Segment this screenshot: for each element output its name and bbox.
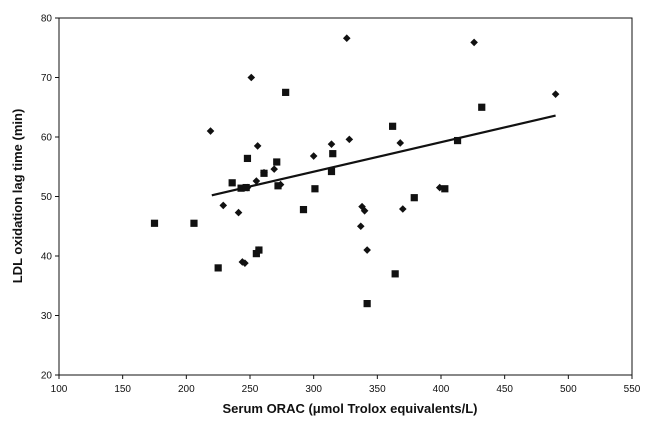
data-point-square: [389, 122, 397, 130]
data-point-diamond: [309, 152, 318, 160]
x-axis-title: Serum ORAC (μmol Trolox equivalents/L): [223, 401, 478, 416]
data-point-diamond: [253, 142, 262, 150]
data-point-diamond: [270, 165, 278, 173]
data-point-square: [311, 185, 319, 193]
data-point-square: [228, 179, 236, 187]
data-point-square: [299, 205, 308, 214]
y-tick-label: 40: [41, 252, 53, 263]
data-point-diamond: [327, 140, 336, 148]
y-tick-label: 20: [41, 371, 53, 382]
data-point-diamond: [234, 208, 243, 217]
data-point-square: [190, 219, 198, 227]
data-point-diamond: [551, 90, 560, 98]
data-point-diamond: [360, 206, 369, 215]
data-point-diamond: [342, 34, 351, 43]
x-tick-label: 150: [114, 384, 131, 395]
data-point-diamond: [219, 201, 228, 210]
data-point-square: [150, 219, 159, 227]
trendline: [211, 114, 556, 197]
trendline-layer: [211, 114, 556, 197]
data-point-square: [273, 158, 281, 166]
data-point-square: [453, 136, 462, 145]
data-point-diamond: [345, 135, 354, 144]
data-point-diamond: [241, 259, 249, 267]
data-point-square: [327, 167, 336, 176]
data-point-square: [410, 194, 418, 202]
data-point-square: [329, 150, 337, 158]
data-point-square: [363, 300, 371, 308]
y-axis-title: LDL oxidation lag time (min): [10, 109, 25, 284]
data-point-square: [242, 183, 250, 192]
x-tick-label: 200: [178, 384, 195, 395]
data-point-diamond: [363, 246, 371, 254]
x-tick-label: 500: [560, 384, 577, 395]
x-tick-label: 450: [496, 384, 513, 395]
x-tick-label: 100: [51, 384, 68, 395]
y-tick-label: 60: [41, 133, 53, 144]
data-point-diamond: [356, 222, 365, 231]
data-point-square: [391, 270, 399, 278]
data-point-diamond: [396, 139, 405, 147]
data-point-diamond: [252, 177, 261, 185]
data-point-diamond: [399, 205, 407, 213]
x-tick-label: 550: [624, 384, 641, 395]
x-tick-label: 400: [433, 384, 450, 395]
data-point-square: [282, 88, 290, 96]
y-tick-label: 70: [41, 73, 53, 84]
data-point-square: [255, 246, 263, 254]
x-tick-label: 300: [305, 384, 322, 395]
data-point-diamond: [470, 38, 478, 47]
data-point-square: [274, 182, 282, 190]
x-tick-label: 250: [242, 384, 259, 395]
data-point-diamond: [435, 183, 444, 192]
data-points: [150, 34, 560, 308]
x-axis-ticks: 100 150 200 250 300 350 400 450 500 550: [51, 375, 641, 395]
data-point-square: [478, 103, 486, 111]
data-point-square: [214, 264, 222, 272]
data-point-diamond: [206, 127, 215, 135]
y-tick-label: 50: [41, 192, 53, 203]
plot-frame: [58, 17, 633, 376]
y-tick-label: 30: [41, 311, 53, 322]
y-axis-ticks: 20 30 40 50 60 70 80: [41, 14, 59, 382]
plot-area: [58, 17, 633, 376]
data-point-square: [243, 154, 252, 163]
data-point-diamond: [247, 73, 256, 82]
data-point-square: [237, 184, 245, 192]
y-tick-label: 80: [41, 14, 53, 25]
data-point-square: [441, 185, 449, 193]
data-point-square: [260, 169, 268, 177]
x-tick-label: 350: [369, 384, 386, 395]
